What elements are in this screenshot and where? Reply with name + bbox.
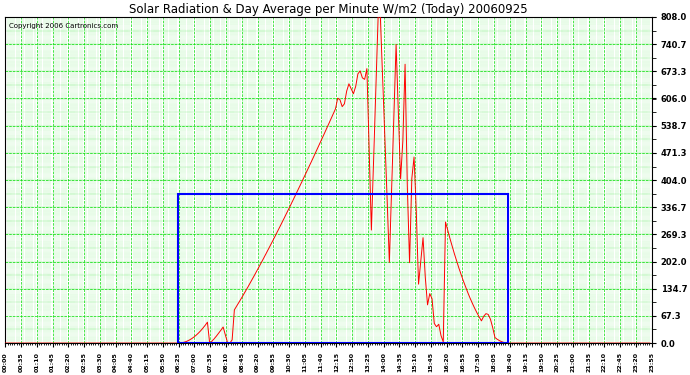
Text: Copyright 2006 Cartronics.com: Copyright 2006 Cartronics.com bbox=[8, 24, 117, 30]
Bar bbox=[178, 194, 509, 343]
Title: Solar Radiation & Day Average per Minute W/m2 (Today) 20060925: Solar Radiation & Day Average per Minute… bbox=[129, 3, 528, 16]
